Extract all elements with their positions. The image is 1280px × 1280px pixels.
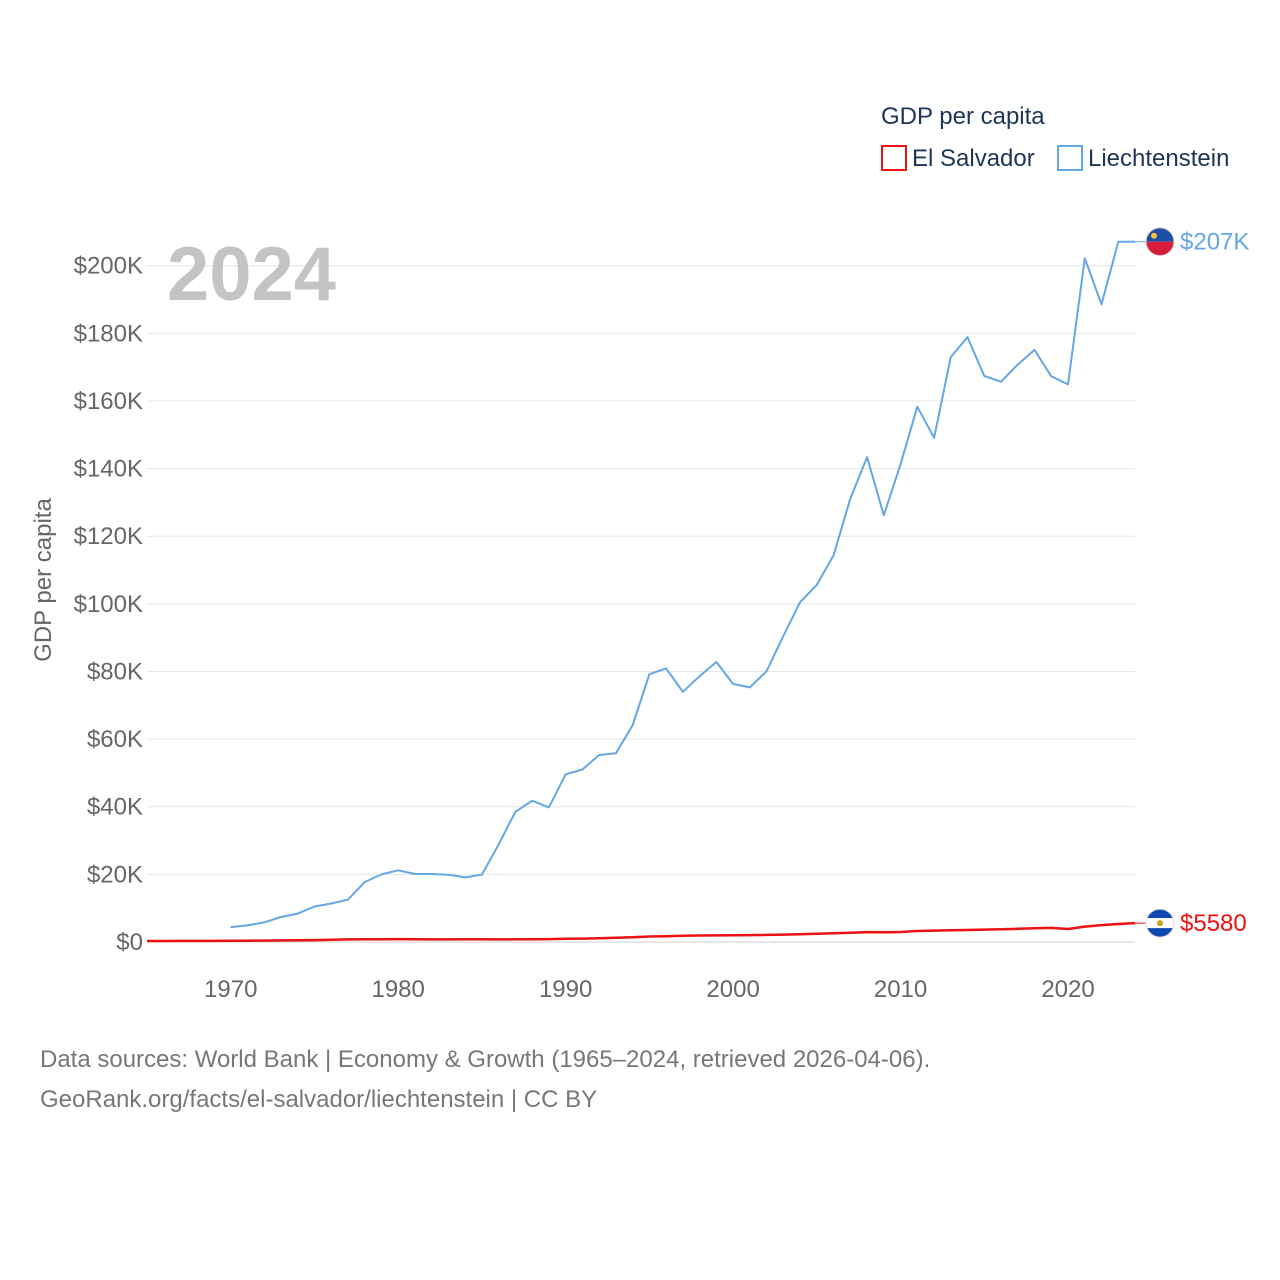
legend-title: GDP per capita [881,103,1045,130]
el-salvador-flag-icon [1145,908,1175,938]
x-tick-label: 1990 [539,976,592,1003]
y-axis-ticks: $0 $20K $40K $60K $80K $100K $120K $140K $160K $1… [74,253,143,956]
y-tick-label: $100K [74,591,143,618]
end-value-label-liechtenstein: $207K [1180,229,1249,256]
y-tick-label: $60K [87,726,143,753]
current-year-label: 2024 [167,232,336,317]
x-tick-label: 1970 [204,976,257,1003]
grid-lines [147,265,1135,943]
x-tick-label: 2000 [706,976,759,1003]
chart-canvas: $0 $20K $40K $60K $80K $100K $120K $140K $160K $1… [30,103,1249,1003]
y-tick-label: $140K [74,456,143,483]
y-tick-label: $0 [116,929,143,956]
y-tick-label: $20K [87,861,143,888]
legend-item-liechtenstein[interactable]: Liechtenstein [1057,145,1229,172]
y-tick-label: $180K [74,320,143,347]
y-tick-label: $120K [74,523,143,550]
y-tick-label: $80K [87,658,143,685]
legend-swatch-liechtenstein [1057,145,1083,171]
y-tick-label: $200K [74,253,143,280]
data-source-line: Data sources: World Bank | Economy & Gro… [40,1046,931,1073]
y-axis-title: GDP per capita [30,498,57,662]
x-tick-label: 1980 [371,976,424,1003]
end-markers: $5580 $207K [1135,227,1249,938]
y-tick-label: $40K [87,794,143,821]
legend-swatch-el-salvador [881,145,907,171]
legend: GDP per capita El Salvador Liechtenstein [881,103,1229,172]
series-line-el-salvador [147,921,1136,943]
attribution-line: GeoRank.org/facts/el-salvador/liechtenst… [40,1086,598,1113]
footer: Data sources: World Bank | Economy & Gro… [40,1040,1240,1120]
x-tick-label: 2010 [874,976,927,1003]
y-tick-label: $160K [74,388,143,415]
x-axis-ticks: 1970 1980 1990 2000 2010 2020 [204,976,1095,1003]
legend-item-el-salvador[interactable]: El Salvador [881,145,1035,172]
liechtenstein-flag-icon [1145,227,1175,257]
series-line-liechtenstein [230,240,1135,929]
end-value-label-el-salvador: $5580 [1180,910,1247,937]
legend-label-el-salvador: El Salvador [912,145,1035,172]
series-lines [147,240,1136,943]
x-tick-label: 2020 [1041,976,1094,1003]
legend-label-liechtenstein: Liechtenstein [1088,145,1229,172]
